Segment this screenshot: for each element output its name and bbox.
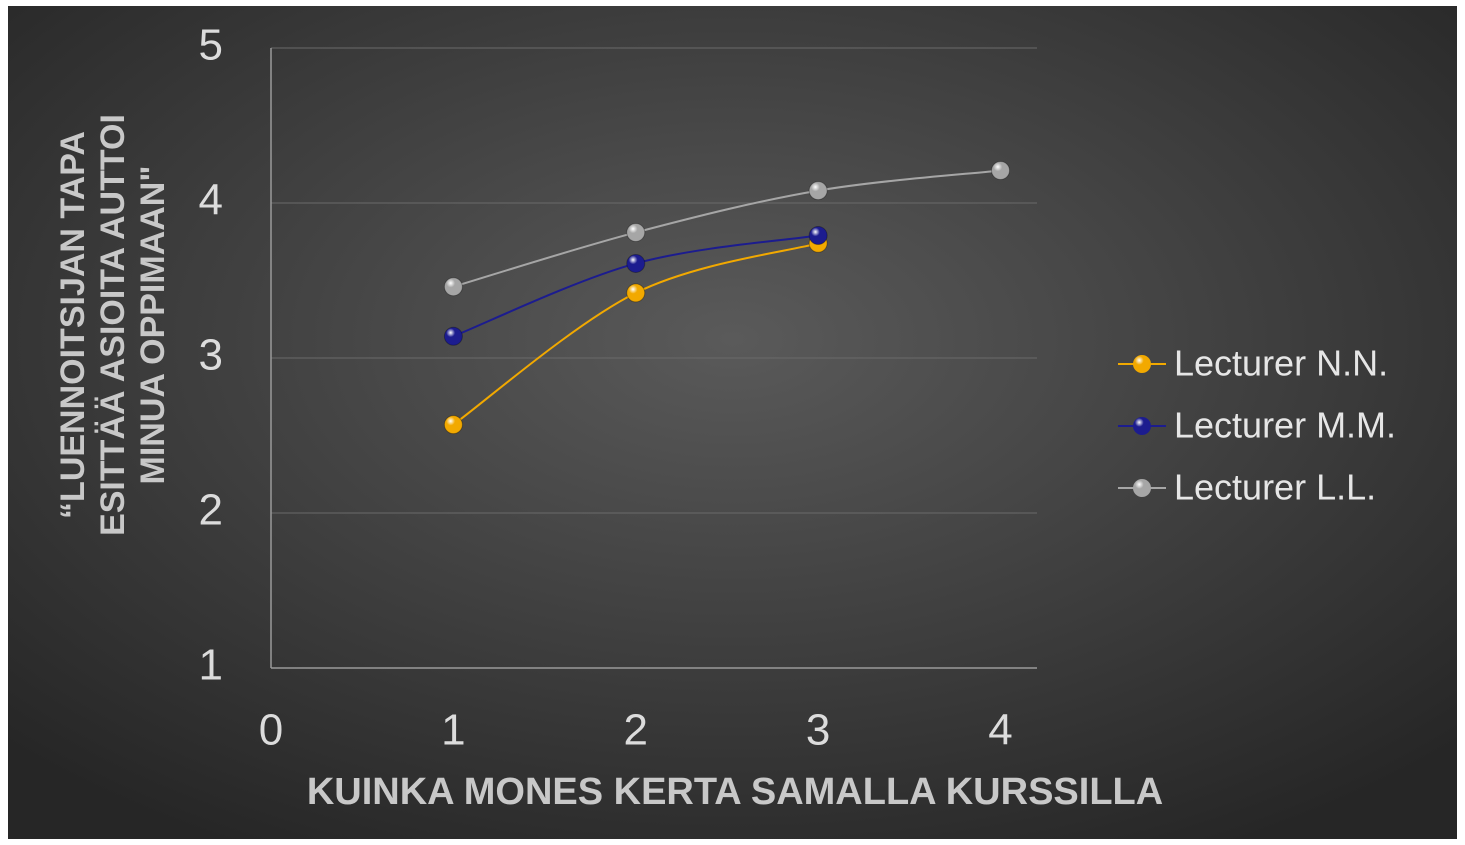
- y-tick-label: 3: [199, 331, 223, 380]
- data-point: [626, 283, 646, 303]
- y-tick-label: 2: [199, 486, 223, 535]
- x-tick-label: 1: [441, 706, 465, 755]
- x-tick-label: 3: [806, 706, 830, 755]
- data-point: [808, 226, 828, 246]
- background: [8, 6, 1457, 839]
- data-point: [443, 277, 463, 297]
- y-tick-label: 1: [199, 641, 223, 690]
- y-axis-title: “LUENNOITSIJAN TAPA ESITTÄÄ ASIOITA AUTT…: [54, 114, 172, 536]
- legend-marker: [1133, 479, 1151, 497]
- data-point: [808, 181, 828, 201]
- data-point: [443, 415, 463, 435]
- data-point: [626, 222, 646, 242]
- x-tick-label: 0: [259, 706, 283, 755]
- y-tick-label: 4: [199, 176, 223, 225]
- legend-label: Lecturer M.M.: [1174, 405, 1396, 446]
- x-tick-label: 4: [988, 706, 1012, 755]
- y-axis-title-line: “LUENNOITSIJAN TAPA: [54, 131, 92, 519]
- data-point: [991, 160, 1011, 180]
- legend-marker: [1133, 417, 1151, 435]
- data-point: [443, 326, 463, 346]
- data-point: [626, 253, 646, 273]
- y-axis-title-line: ESITTÄÄ ASIOITA AUTTOI: [94, 114, 132, 536]
- series-line: [453, 169, 1001, 288]
- x-axis-title: KUINKA MONES KERTA SAMALLA KURSSILLA: [307, 771, 1163, 813]
- x-tick-label: 2: [624, 706, 648, 755]
- legend-marker: [1133, 355, 1151, 373]
- legend-label: Lecturer L.L.: [1174, 467, 1376, 508]
- y-tick-label: 5: [199, 21, 223, 70]
- y-axis-title-line: MINUA OPPIMAAN": [134, 166, 172, 485]
- legend-label: Lecturer N.N.: [1174, 343, 1388, 384]
